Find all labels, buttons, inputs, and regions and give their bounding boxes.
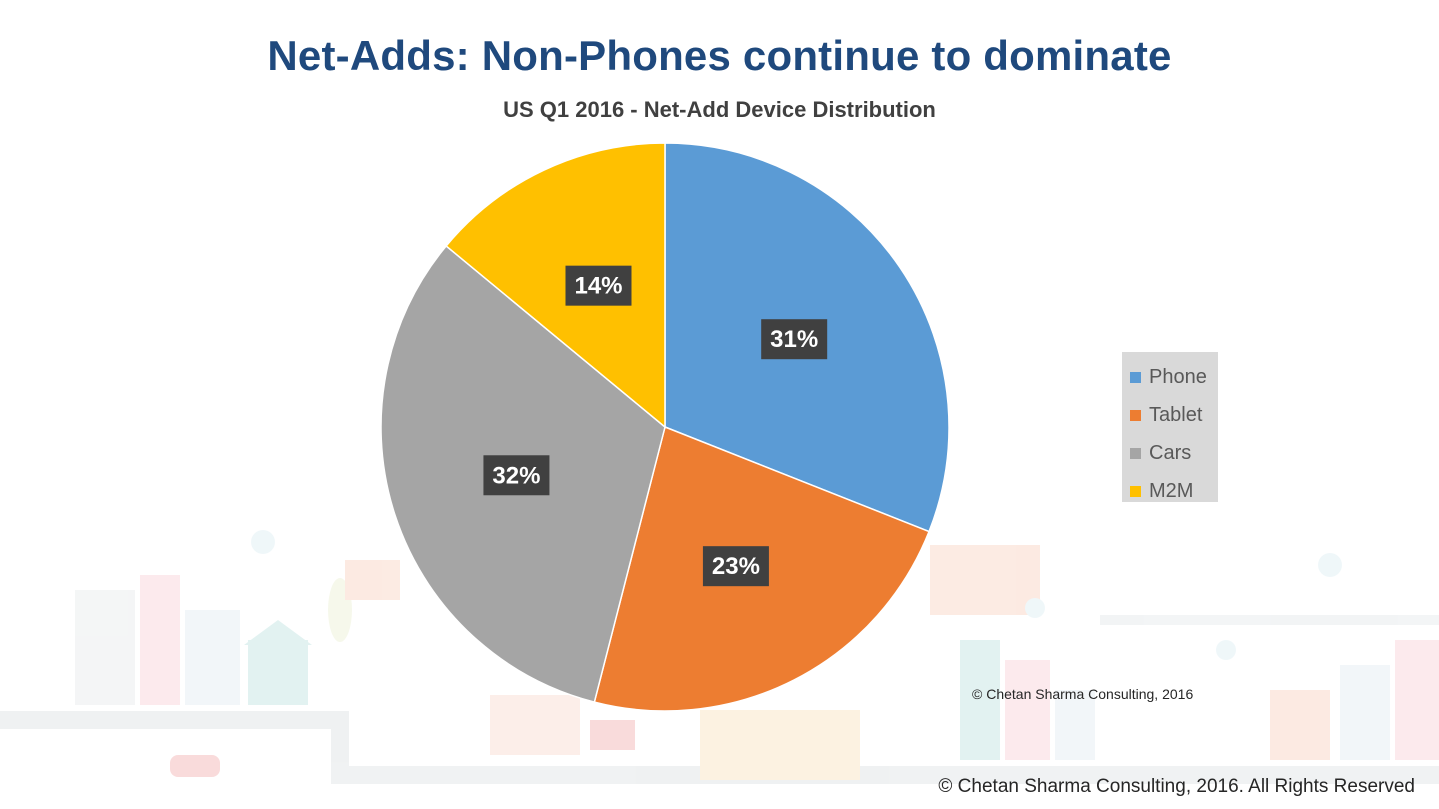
legend-swatch-cars (1130, 447, 1141, 459)
legend-label-tablet: Tablet (1149, 403, 1203, 426)
data-label-m2m: 14% (565, 265, 632, 306)
legend-swatch-phone (1130, 371, 1141, 383)
data-label-text-phone: 31% (770, 326, 818, 353)
data-label-box-cars (483, 455, 550, 496)
data-label-text-cars: 32% (492, 462, 540, 489)
data-label-text-tablet: 23% (712, 553, 760, 580)
chart-credit: © Chetan Sharma Consulting, 2016 (972, 686, 1194, 702)
data-label-tablet: 23% (702, 546, 769, 587)
legend-item-phone: Phone (1130, 358, 1218, 396)
legend-item-tablet: Tablet (1130, 396, 1218, 434)
data-label-cars: 32% (483, 455, 550, 496)
legend-label-cars: Cars (1149, 441, 1192, 464)
legend-label-phone: Phone (1149, 365, 1207, 388)
pie-slice-m2m (445, 142, 666, 429)
data-label-box-m2m (565, 265, 632, 306)
slide-title: Net-Adds: Non-Phones continue to dominat… (267, 32, 1172, 79)
legend-item-cars: Cars (1130, 434, 1218, 472)
legend-swatch-tablet (1130, 409, 1141, 421)
chart-legend: Phone Tablet Cars M2M (1122, 352, 1218, 502)
legend-swatch-m2m (1130, 485, 1141, 497)
chart-title: US Q1 2016 - Net-Add Device Distribution (503, 97, 936, 122)
legend-label-m2m: M2M (1149, 479, 1194, 502)
footer-copyright: © Chetan Sharma Consulting, 2016. All Ri… (938, 776, 1415, 797)
data-label-box-tablet (702, 546, 769, 587)
data-label-text-m2m: 14% (574, 273, 622, 300)
data-label-phone: 31% (761, 319, 828, 360)
data-label-box-phone (761, 319, 828, 360)
legend-item-m2m: M2M (1130, 472, 1218, 510)
